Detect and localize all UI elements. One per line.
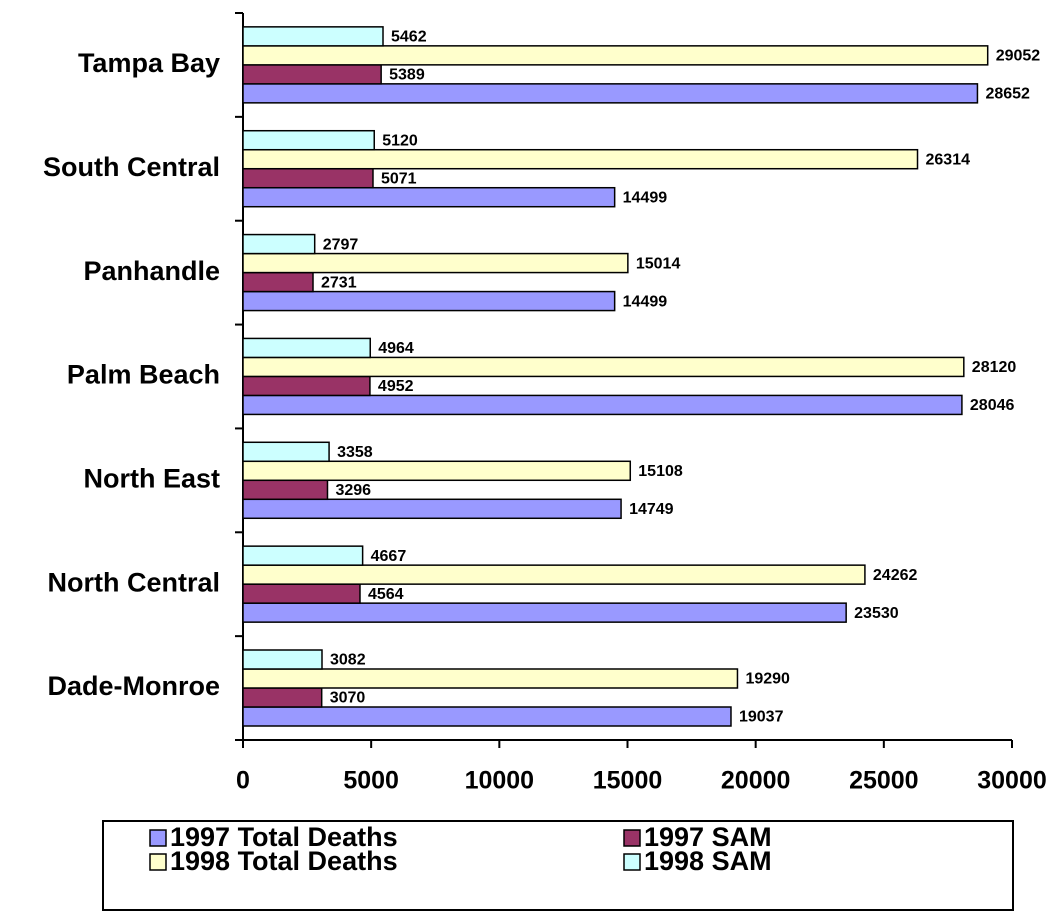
value-label: 5462 [391,29,427,46]
bar [242,706,732,727]
x-tick-label: 0 [236,767,250,795]
bar [242,602,847,623]
legend-box [102,820,1014,911]
value-label: 3296 [335,482,371,499]
value-label: 3082 [330,652,366,669]
category-label: Tampa Bay [78,48,220,78]
legend-label: 1997 SAM [644,822,772,852]
value-label: 4952 [378,378,414,395]
value-label: 14499 [623,189,668,206]
bar [242,583,361,604]
legend-label: 1998 Total Deaths [170,846,398,876]
value-label: 26314 [926,151,971,168]
legend-label: 1998 SAM [644,846,772,876]
bar [242,441,330,463]
bar [242,668,739,689]
bar [242,129,375,151]
value-label: 4964 [378,340,414,357]
category-label: Dade-Monroe [47,671,220,701]
bar [242,186,616,208]
x-tick-label: 25000 [849,767,919,795]
bar [242,45,989,66]
category-label: South Central [43,152,220,182]
bar [242,649,323,670]
bar [242,479,329,501]
value-label: 3358 [337,444,373,461]
bar [242,26,384,47]
value-label: 4564 [368,586,404,603]
value-label: 3070 [330,690,366,707]
value-label: 19290 [745,671,790,688]
category-label: North East [83,463,220,493]
bar [242,545,364,566]
x-tick-label: 10000 [465,767,535,795]
value-label: 5120 [382,132,418,149]
legend-swatch [149,853,167,871]
bar [242,337,371,359]
value-label: 23530 [854,605,899,622]
value-label: 14749 [629,501,674,518]
value-label: 14499 [623,293,668,310]
bar [242,394,963,416]
bar [242,252,629,274]
bar [242,148,919,170]
bar [242,271,314,293]
value-label: 28652 [985,86,1030,103]
bar [242,375,371,397]
value-label: 29052 [996,48,1041,65]
bar [242,687,323,708]
bar [242,83,979,104]
value-label: 2797 [323,236,359,253]
value-label: 28046 [970,397,1015,414]
legend-swatch [149,829,167,847]
value-label: 24262 [873,567,918,584]
category-label: Panhandle [83,256,220,286]
category-label: North Central [47,567,220,597]
x-tick-label: 20000 [721,767,791,795]
bar [242,64,382,85]
value-label: 5389 [389,67,425,84]
value-label: 15014 [636,255,681,272]
x-tick-label: 5000 [343,767,399,795]
value-label: 15108 [638,463,683,480]
x-tick-label: 15000 [593,767,663,795]
legend-swatch [623,829,641,847]
category-label: Palm Beach [67,360,220,390]
value-label: 28120 [972,359,1017,376]
legend-label: 1997 Total Deaths [170,822,398,852]
value-label: 5071 [381,170,417,187]
value-label: 2731 [321,274,357,291]
bar [242,290,616,312]
legend-swatch [623,853,641,871]
bar [242,498,622,520]
bar [242,233,316,255]
value-label: 4667 [371,548,407,565]
bar [242,564,866,585]
x-tick-label: 30000 [977,767,1047,795]
bar [242,356,965,378]
bar [242,460,632,482]
bar [242,167,374,189]
value-label: 19037 [739,709,784,726]
